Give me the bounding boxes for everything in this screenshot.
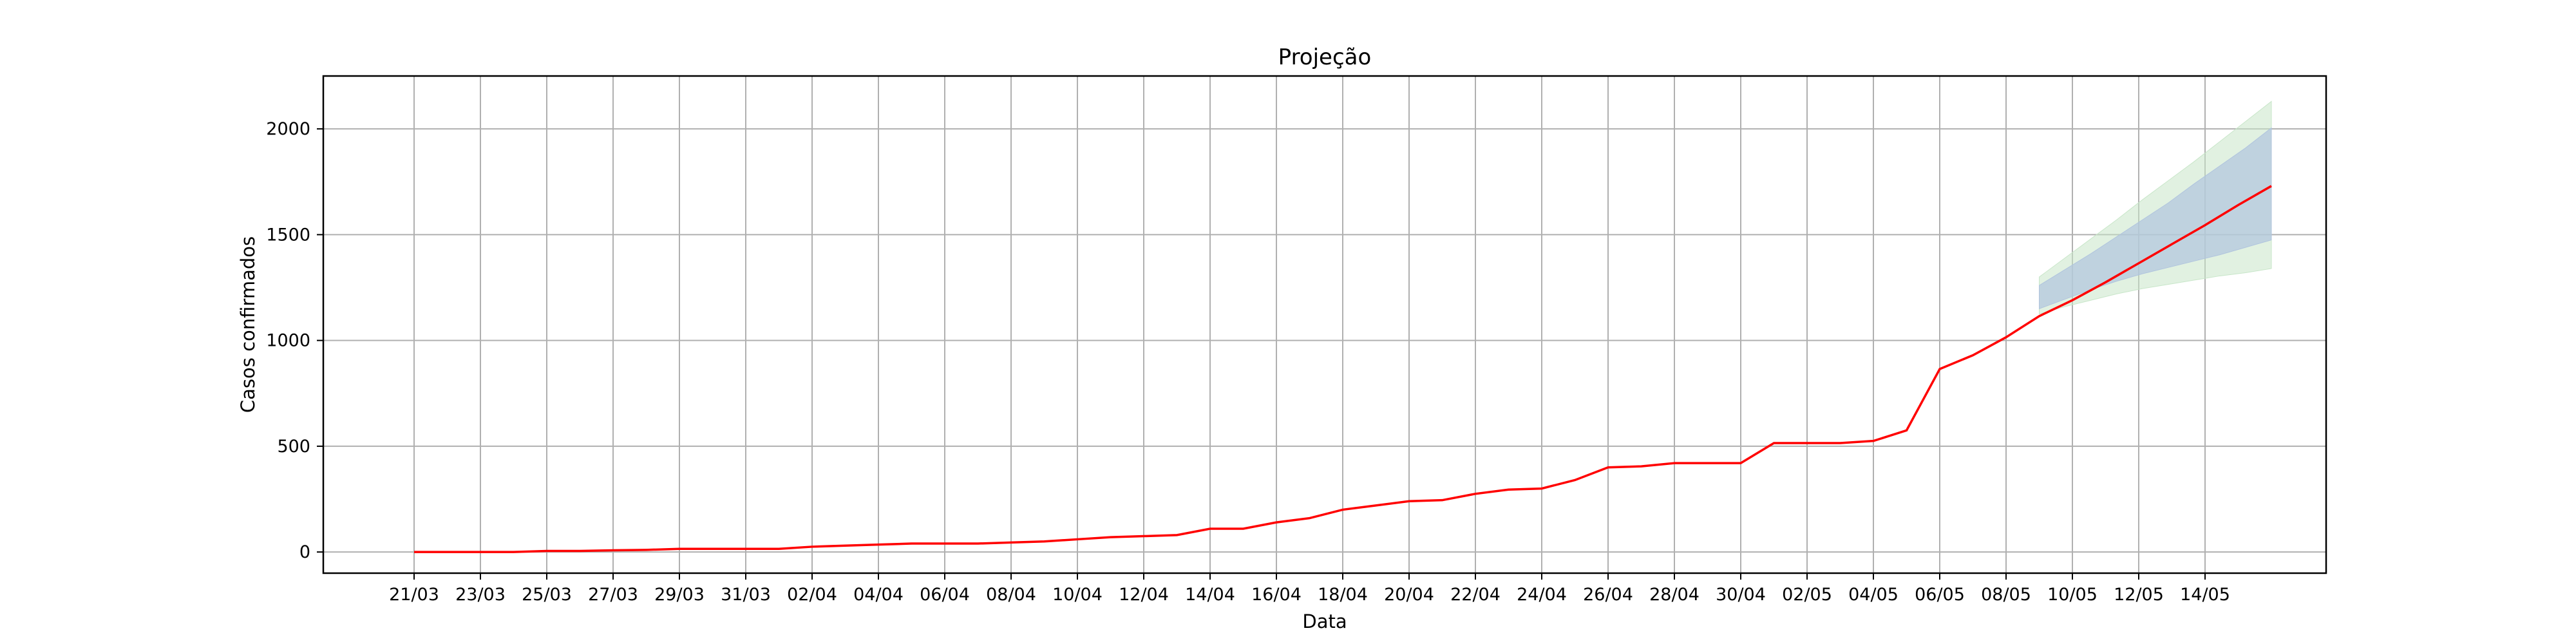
y-axis-label: Casos confirmados <box>237 236 259 413</box>
x-tick-label: 02/04 <box>787 585 837 605</box>
y-tick-label: 0 <box>299 542 310 562</box>
x-tick-label: 06/05 <box>1915 585 1965 605</box>
y-tick-label: 1000 <box>266 331 310 351</box>
x-tick-label: 12/04 <box>1119 585 1169 605</box>
projection-bands <box>2039 100 2272 315</box>
grid <box>323 76 2326 573</box>
x-tick-label: 14/04 <box>1185 585 1235 605</box>
x-axis-ticks: 21/03 23/03 25/03 27/03 29/03 31/03 02/04 04/04… <box>389 573 2230 605</box>
x-tick-label: 21/03 <box>389 585 439 605</box>
x-tick-label: 26/04 <box>1583 585 1633 605</box>
x-tick-label: 25/03 <box>522 585 572 605</box>
x-tick-label: 22/04 <box>1450 585 1501 605</box>
x-tick-label: 29/03 <box>654 585 705 605</box>
x-tick-label: 24/04 <box>1517 585 1567 605</box>
x-tick-label: 20/04 <box>1384 585 1434 605</box>
x-tick-label: 10/05 <box>2047 585 2098 605</box>
y-tick-label: 500 <box>277 437 310 457</box>
x-tick-label: 16/04 <box>1251 585 1302 605</box>
x-tick-label: 08/04 <box>986 585 1036 605</box>
x-tick-label: 12/05 <box>2114 585 2164 605</box>
x-tick-label: 08/05 <box>1981 585 2031 605</box>
x-tick-label: 04/04 <box>853 585 904 605</box>
series-lines <box>414 185 2272 553</box>
x-tick-label: 06/04 <box>920 585 970 605</box>
x-tick-label: 27/03 <box>588 585 638 605</box>
x-tick-label: 10/04 <box>1052 585 1103 605</box>
x-tick-label: 02/05 <box>1782 585 1832 605</box>
x-tick-label: 31/03 <box>721 585 771 605</box>
chart-title: Projeção <box>1278 44 1372 70</box>
x-tick-label: 23/03 <box>455 585 506 605</box>
x-tick-label: 30/04 <box>1716 585 1766 605</box>
x-tick-label: 04/05 <box>1848 585 1899 605</box>
x-tick-label: 14/05 <box>2180 585 2230 605</box>
y-tick-label: 2000 <box>266 119 310 139</box>
plot-frame <box>322 75 2327 574</box>
x-axis-label: Data <box>1302 611 1347 632</box>
cases-line <box>414 185 2272 553</box>
x-tick-label: 28/04 <box>1649 585 1700 605</box>
x-tick-label: 18/04 <box>1318 585 1368 605</box>
y-tick-label: 1500 <box>266 225 310 245</box>
y-axis-ticks: 0 500 1000 1500 2000 <box>266 119 323 562</box>
